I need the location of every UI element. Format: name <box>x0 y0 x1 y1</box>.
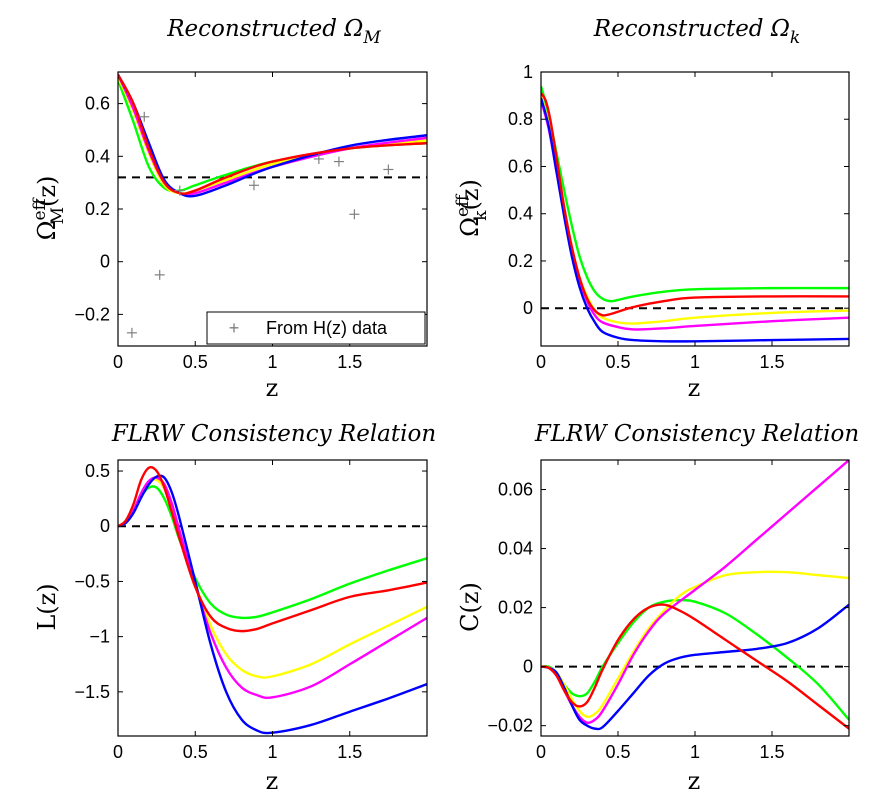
y-tick-label: 0.4 <box>85 146 110 166</box>
series-line-blue <box>118 474 427 735</box>
x-tick-label: 1 <box>690 352 700 372</box>
panel-c-xlabel: z <box>688 767 701 795</box>
y-tick-label: 0.6 <box>508 156 533 176</box>
data-point-marker <box>139 111 150 122</box>
y-tick-label: −0.5 <box>74 571 110 591</box>
series-line-blue <box>541 97 849 343</box>
panel-omega-k-ylabel: Ωeffk(z) <box>453 179 491 237</box>
data-point-marker <box>313 153 324 164</box>
y-tick-label: 0.5 <box>85 461 110 481</box>
x-tick-label: 1 <box>267 742 277 762</box>
y-tick-label: 0.06 <box>498 480 533 500</box>
y-tick-label: 0 <box>100 252 110 272</box>
panel-l-xlabel: z <box>266 767 279 795</box>
data-point-marker <box>126 327 137 338</box>
y-tick-label: 0 <box>523 657 533 677</box>
x-tick-label: 0.5 <box>183 742 208 762</box>
series-line-green <box>541 85 849 303</box>
data-point-marker <box>333 156 344 167</box>
series-line-red <box>118 465 427 633</box>
y-tick-label: 0 <box>523 298 533 318</box>
legend-marker: + <box>229 318 240 338</box>
panel-omega-k-plot: 0 0.5 1 1.5 0 0.2 0.4 0.6 0.8 1 <box>508 62 850 372</box>
panel-l-plot: 0 0.5 1 1.5 −1.5 −1 −0.5 0 0.5 <box>74 459 428 762</box>
panel-omega-m-plot: 0 0.5 1 1.5 −0.2 0 0.2 0.4 0.6 <box>74 71 428 372</box>
series-line-red <box>541 603 849 730</box>
panel-l: FLRW Consistency Relation z L(z) 0 0.5 1 1.… <box>33 421 436 795</box>
series-line-yellow <box>541 570 849 719</box>
y-tick-label: 0.02 <box>498 598 533 618</box>
series-line-red <box>541 92 849 317</box>
y-tick-label: 0.4 <box>508 204 533 224</box>
y-tick-label: −1.5 <box>74 682 110 702</box>
panel-omega-k-title: Reconstructed Ωk <box>593 16 800 48</box>
x-tick-label: 0.5 <box>183 352 208 372</box>
panel-c: FLRW Consistency Relation z C(z) 0 0.5 1 1.… <box>456 421 859 795</box>
y-tick-label: −1 <box>89 627 110 647</box>
y-tick-label: 0 <box>100 516 110 536</box>
data-point-marker <box>248 180 259 191</box>
data-point-marker <box>349 209 360 220</box>
y-tick-label: 1 <box>523 62 533 82</box>
y-tick-label: 0.8 <box>508 109 533 129</box>
series-line-blue <box>541 603 849 731</box>
x-tick-label: 0 <box>113 742 123 762</box>
panel-omega-k-xlabel: z <box>688 374 701 402</box>
series-line-red <box>118 74 427 195</box>
y-tick-label: 0.2 <box>85 199 110 219</box>
panel-omega-m-xlabel: z <box>266 374 279 402</box>
panel-c-title: FLRW Consistency Relation <box>534 421 859 447</box>
x-tick-label: 1.5 <box>759 352 784 372</box>
x-tick-label: 0.5 <box>605 742 630 762</box>
x-tick-label: 1 <box>267 352 277 372</box>
panel-c-ylabel: C(z) <box>456 582 484 632</box>
y-tick-label: −0.02 <box>487 716 533 736</box>
legend-box <box>206 311 426 345</box>
x-tick-label: 1.5 <box>337 742 362 762</box>
data-point-marker <box>154 269 165 280</box>
x-tick-label: 1.5 <box>759 742 784 762</box>
panel-omega-m-legend: + From H(z) data <box>206 311 426 345</box>
y-tick-label: 0.6 <box>85 94 110 114</box>
legend-entry: From H(z) data <box>266 318 388 338</box>
panel-omega-m-title: Reconstructed ΩM <box>166 16 381 48</box>
panel-omega-k: Reconstructed Ωk z Ωeffk(z) 0 0.5 1 1.5 0 0.2… <box>453 16 850 402</box>
data-point-marker <box>174 185 185 196</box>
x-tick-label: 0.5 <box>605 352 630 372</box>
y-tick-label: 0.04 <box>498 539 533 559</box>
panel-omega-m: Reconstructed ΩM z ΩeffM(z) 0 0.5 1 1.5 −0.2… <box>30 16 428 402</box>
x-tick-label: 0 <box>113 352 123 372</box>
panel-l-ylabel: L(z) <box>33 583 61 630</box>
x-tick-label: 1 <box>690 742 700 762</box>
y-tick-label: −0.2 <box>74 304 110 324</box>
panel-l-title: FLRW Consistency Relation <box>111 421 436 447</box>
x-tick-label: 0 <box>536 742 546 762</box>
data-point-marker <box>383 164 394 175</box>
x-tick-label: 1.5 <box>337 352 362 372</box>
y-tick-label: 0.2 <box>508 251 533 271</box>
series-line-magenta <box>118 74 427 196</box>
x-tick-label: 0 <box>536 352 546 372</box>
panel-omega-m-ylabel: ΩeffM(z) <box>30 176 68 241</box>
